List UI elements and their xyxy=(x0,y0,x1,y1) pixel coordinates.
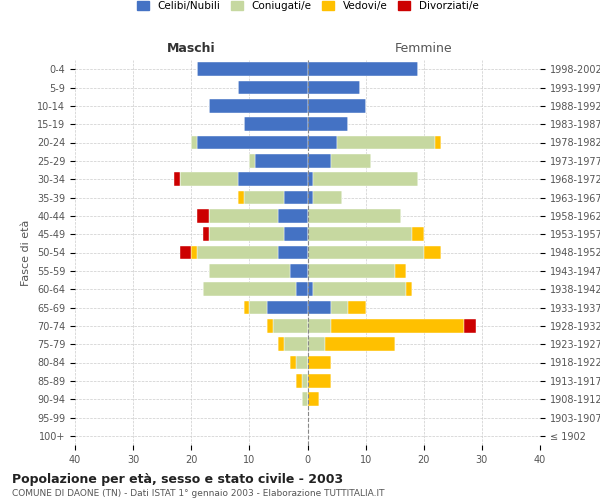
Bar xyxy=(308,319,331,332)
Bar xyxy=(424,246,441,260)
Legend: Celibi/Nubili, Coniugati/e, Vedovi/e, Divorziati/e: Celibi/Nubili, Coniugati/e, Vedovi/e, Di… xyxy=(131,0,484,16)
Bar xyxy=(308,80,360,94)
Bar xyxy=(296,282,308,296)
Bar xyxy=(308,172,313,186)
Bar xyxy=(284,338,308,351)
Bar xyxy=(278,338,284,351)
Bar xyxy=(302,374,308,388)
Bar xyxy=(244,118,308,131)
Bar xyxy=(308,374,331,388)
Bar xyxy=(348,300,365,314)
Bar xyxy=(197,246,278,260)
Bar xyxy=(325,338,395,351)
Text: COMUNE DI DAONE (TN) - Dati ISTAT 1° gennaio 2003 - Elaborazione TUTTITALIA.IT: COMUNE DI DAONE (TN) - Dati ISTAT 1° gen… xyxy=(12,489,385,498)
Text: Popolazione per età, sesso e stato civile - 2003: Popolazione per età, sesso e stato civil… xyxy=(12,472,343,486)
Bar xyxy=(313,282,406,296)
Bar xyxy=(197,209,209,222)
Bar xyxy=(337,136,436,149)
Bar xyxy=(308,154,331,168)
Bar xyxy=(313,172,418,186)
Bar xyxy=(179,172,238,186)
Bar xyxy=(290,356,296,370)
Bar xyxy=(179,246,191,260)
Bar xyxy=(308,62,418,76)
Bar xyxy=(395,264,406,278)
Bar xyxy=(244,190,284,204)
Bar xyxy=(203,282,296,296)
Bar xyxy=(209,209,278,222)
Bar xyxy=(250,154,255,168)
Bar xyxy=(284,190,308,204)
Bar xyxy=(308,190,313,204)
Text: Maschi: Maschi xyxy=(167,42,215,56)
Bar xyxy=(308,356,331,370)
Bar xyxy=(296,374,302,388)
Bar xyxy=(412,228,424,241)
Bar xyxy=(308,392,319,406)
Bar xyxy=(197,62,308,76)
Bar xyxy=(284,228,308,241)
Bar xyxy=(290,264,308,278)
Bar xyxy=(272,319,308,332)
Bar xyxy=(308,136,337,149)
Bar xyxy=(197,136,308,149)
Bar xyxy=(278,246,308,260)
Bar xyxy=(464,319,476,332)
Bar xyxy=(203,228,209,241)
Bar xyxy=(436,136,441,149)
Text: Femmine: Femmine xyxy=(395,42,452,56)
Bar xyxy=(331,319,464,332)
Bar xyxy=(250,300,267,314)
Bar xyxy=(209,99,308,112)
Bar xyxy=(308,282,313,296)
Bar xyxy=(278,209,308,222)
Bar xyxy=(191,246,197,260)
Bar xyxy=(267,300,308,314)
Bar xyxy=(308,209,401,222)
Y-axis label: Fasce di età: Fasce di età xyxy=(22,220,31,286)
Bar xyxy=(255,154,308,168)
Bar xyxy=(296,356,308,370)
Bar xyxy=(331,300,348,314)
Bar xyxy=(267,319,272,332)
Bar xyxy=(244,300,250,314)
Bar xyxy=(313,190,343,204)
Bar xyxy=(308,99,365,112)
Bar xyxy=(191,136,197,149)
Bar xyxy=(238,172,308,186)
Bar xyxy=(331,154,371,168)
Bar xyxy=(308,300,331,314)
Bar xyxy=(308,264,395,278)
Bar xyxy=(308,338,325,351)
Bar xyxy=(209,228,284,241)
Bar xyxy=(238,190,244,204)
Bar xyxy=(308,228,412,241)
Bar xyxy=(174,172,179,186)
Bar xyxy=(302,392,308,406)
Bar xyxy=(308,118,348,131)
Bar xyxy=(406,282,412,296)
Bar xyxy=(209,264,290,278)
Bar xyxy=(308,246,424,260)
Bar xyxy=(238,80,308,94)
